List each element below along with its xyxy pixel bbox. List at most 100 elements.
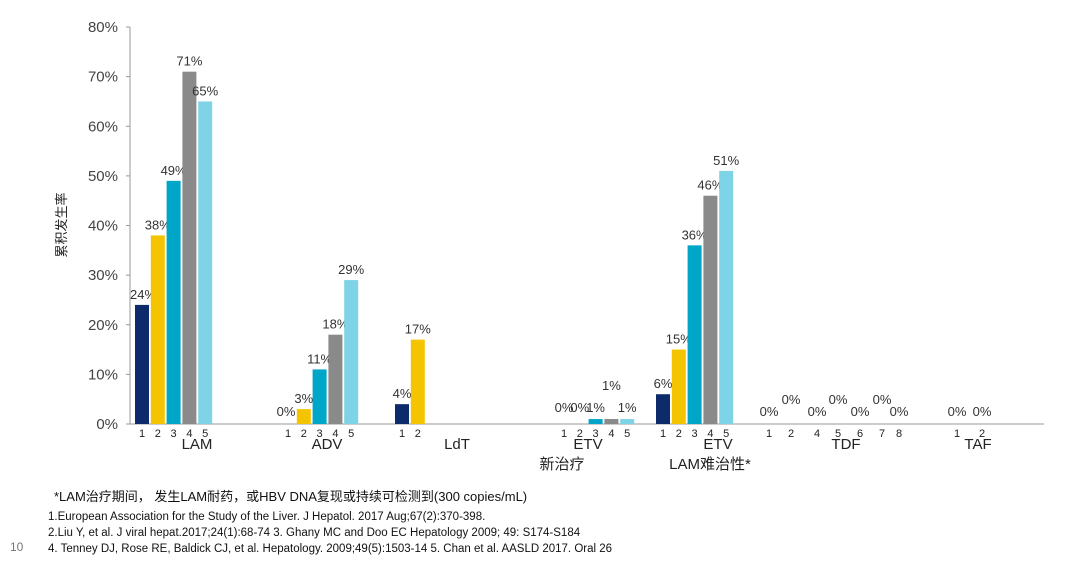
year-label: 7 <box>879 428 885 440</box>
y-tick-label: 30% <box>88 267 118 284</box>
year-label: 4 <box>186 428 192 440</box>
y-tick-label: 70% <box>88 69 118 86</box>
y-tick-label: 20% <box>88 317 118 334</box>
year-label: 1 <box>139 428 145 440</box>
year-label: 1 <box>954 428 960 440</box>
group-subtitle: LAM难治性* <box>669 456 751 473</box>
data-label: 71% <box>176 54 202 69</box>
category-label-etv: ETV <box>703 436 732 453</box>
year-label: 4 <box>707 428 713 440</box>
reference-1: 1.European Association for the Study of … <box>48 511 486 523</box>
y-axis-title: 累积发生率 <box>54 192 69 257</box>
bar-etv-year-5 <box>719 170 734 424</box>
year-label: 5 <box>835 428 841 440</box>
year-label: 2 <box>676 428 682 440</box>
year-label: 5 <box>624 428 630 440</box>
y-tick-label: 50% <box>88 168 118 185</box>
data-label: 0% <box>973 404 992 419</box>
year-label: 5 <box>202 428 208 440</box>
y-tick-label: 80% <box>88 19 118 36</box>
year-label: 3 <box>317 428 323 440</box>
page-number: 10 <box>10 540 24 554</box>
group-subtitle: 新治疗 <box>539 456 584 473</box>
category-label-adv: ADV <box>312 436 343 453</box>
data-label: 46% <box>697 178 723 193</box>
year-label: 4 <box>814 428 820 440</box>
data-label: 49% <box>161 163 187 178</box>
data-label: 38% <box>145 217 171 232</box>
year-label: 1 <box>766 428 772 440</box>
data-label: 0% <box>873 392 892 407</box>
category-label-tdf: TDF <box>831 436 860 453</box>
year-label: 4 <box>608 428 614 440</box>
year-label: 1 <box>660 428 666 440</box>
footnote: *LAM治疗期间， 发生LAM耐药，或HBV DNA复现或持续可检测到(300 … <box>54 489 528 504</box>
year-label: 3 <box>171 428 177 440</box>
bar-etv-year-3 <box>687 245 702 424</box>
bar-etv-year-4 <box>703 195 718 424</box>
year-label: 2 <box>301 428 307 440</box>
data-label: 18% <box>322 317 348 332</box>
year-label: 1 <box>561 428 567 440</box>
bar-ldt-year-1 <box>395 404 409 424</box>
bar-etv-year-1 <box>656 394 670 424</box>
bar-lam-year-1 <box>135 304 149 424</box>
year-label: 5 <box>348 428 354 440</box>
data-label: 51% <box>713 153 739 168</box>
data-label: 24% <box>130 287 156 302</box>
data-label: 0% <box>570 400 589 415</box>
data-label: 0% <box>782 392 801 407</box>
data-label: 0% <box>851 404 870 419</box>
bar-adv-year-2 <box>296 409 311 424</box>
data-label: 0% <box>890 404 909 419</box>
bar-etv-year-5 <box>620 419 635 424</box>
year-label: 2 <box>155 428 161 440</box>
data-label: 0% <box>277 404 296 419</box>
bar-chart: 0%10%20%30%40%50%60%70%80%累积发生率24%138%24… <box>54 19 1044 473</box>
reference-2: 2.Liu Y, et al. J viral hepat.2017;24(1)… <box>48 527 581 539</box>
year-label: 2 <box>577 428 583 440</box>
data-label: 11% <box>307 351 332 366</box>
year-label: 3 <box>593 428 599 440</box>
data-label: 65% <box>192 83 218 98</box>
data-label: 0% <box>829 392 848 407</box>
year-label: 1 <box>399 428 405 440</box>
year-label: 5 <box>723 428 729 440</box>
data-label: 4% <box>393 386 412 401</box>
year-label: 2 <box>788 428 794 440</box>
data-label: 1% <box>586 400 605 415</box>
year-label: 6 <box>857 428 863 440</box>
y-tick-label: 60% <box>88 118 118 135</box>
data-label: 29% <box>338 262 364 277</box>
bar-adv-year-3 <box>312 369 327 424</box>
bar-lam-year-5 <box>198 101 213 424</box>
category-label-taf: TAF <box>964 436 991 453</box>
category-label-ldt: LdT <box>444 436 470 453</box>
year-label: 8 <box>896 428 902 440</box>
data-label: 0% <box>555 400 574 415</box>
bar-lam-year-2 <box>150 235 165 424</box>
data-label: 0% <box>760 404 779 419</box>
reference-3: 4. Tenney DJ, Rose RE, Baldick CJ, et al… <box>48 543 613 555</box>
bar-adv-year-4 <box>328 334 343 424</box>
year-label: 2 <box>979 428 985 440</box>
data-label: 0% <box>808 404 827 419</box>
data-label: 17% <box>405 322 431 337</box>
bar-ldt-year-2 <box>410 339 425 424</box>
data-label: 1% <box>602 378 621 393</box>
data-label: 0% <box>948 404 967 419</box>
data-label: 6% <box>654 376 673 391</box>
bar-lam-year-3 <box>166 180 181 424</box>
data-label: 1% <box>618 400 637 415</box>
bar-etv-year-4 <box>604 419 619 424</box>
category-label-lam: LAM <box>182 436 213 453</box>
data-label: 36% <box>682 227 708 242</box>
bar-etv-year-3 <box>588 419 603 424</box>
year-label: 2 <box>415 428 421 440</box>
year-label: 3 <box>692 428 698 440</box>
bar-etv-year-2 <box>671 349 686 424</box>
year-label: 4 <box>332 428 338 440</box>
y-tick-label: 40% <box>88 218 118 235</box>
data-label: 15% <box>666 332 692 347</box>
data-label: 3% <box>294 391 313 406</box>
